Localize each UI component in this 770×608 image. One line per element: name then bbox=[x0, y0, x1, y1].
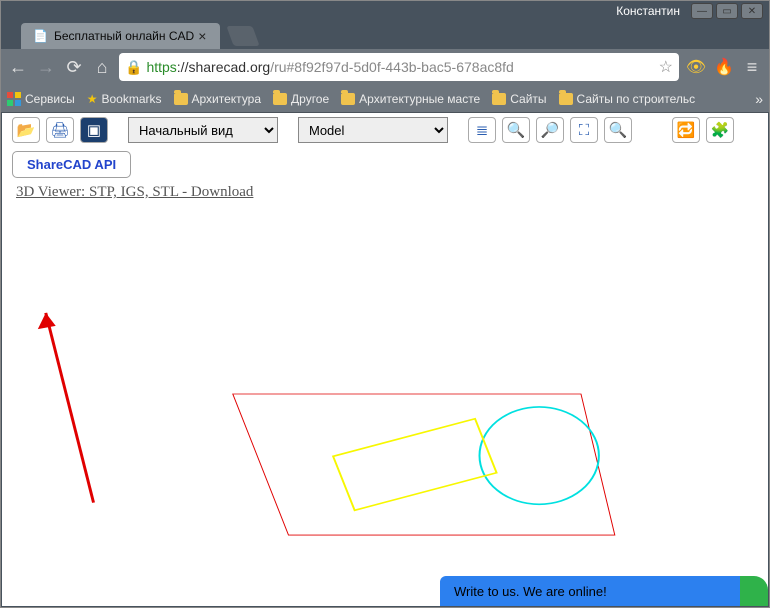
bookmark-label: Архитектура bbox=[192, 92, 262, 106]
view-select[interactable]: Начальный вид bbox=[128, 117, 278, 143]
shape-rectangle bbox=[333, 419, 496, 511]
tab-favicon: 📄 bbox=[33, 29, 48, 43]
cad-canvas[interactable] bbox=[2, 201, 768, 606]
bookmark-sites[interactable]: Сайты bbox=[492, 92, 546, 106]
printer-icon: 🖨 bbox=[50, 121, 69, 139]
bookmark-label: Сайты bbox=[510, 92, 546, 106]
bookmark-label: Архитектурные масте bbox=[359, 92, 480, 106]
page-content: 📂 🖨 ▣ Начальный вид Model ≣ 🔍 🔎 ⛶ 🔍 🔁 🧩 … bbox=[2, 113, 768, 606]
model-select[interactable]: Model bbox=[298, 117, 448, 143]
zoom-in-button[interactable]: 🔍 bbox=[502, 117, 530, 143]
url-path: /ru#8f92f97d-5d0f-443b-bac5-678ac8fd bbox=[270, 59, 514, 75]
embed-icon: 🧩 bbox=[711, 121, 730, 139]
chat-widget[interactable]: Write to us. We are online! bbox=[440, 576, 740, 606]
back-button[interactable]: ← bbox=[7, 56, 29, 78]
home-button[interactable]: ⌂ bbox=[91, 56, 113, 78]
os-titlebar: Константин — ▭ ✕ bbox=[1, 1, 769, 21]
sharecad-api-button[interactable]: ShareCAD API bbox=[12, 151, 131, 178]
minimize-button[interactable]: — bbox=[691, 3, 713, 19]
bookmarks-overflow-icon[interactable]: » bbox=[755, 91, 763, 107]
folder-icon bbox=[174, 93, 188, 105]
zoom-out-button[interactable]: 🔎 bbox=[536, 117, 564, 143]
bookmark-construction[interactable]: Сайты по строительс bbox=[559, 92, 696, 106]
folder-icon bbox=[492, 93, 506, 105]
bookmark-archmaster[interactable]: Архитектурные масте bbox=[341, 92, 480, 106]
bookmarks-bar: Сервисы ★ Bookmarks Архитектура Другое А… bbox=[1, 85, 769, 113]
annotation-arrow-head bbox=[38, 313, 56, 329]
open-file-button[interactable]: 📂 bbox=[12, 117, 40, 143]
share-icon: 🔁 bbox=[677, 121, 696, 139]
cad-toolbar: 📂 🖨 ▣ Начальный вид Model ≣ 🔍 🔎 ⛶ 🔍 🔁 🧩 bbox=[2, 113, 768, 147]
url-host: ://sharecad.org bbox=[177, 59, 270, 75]
browser-toolbar: ← → ⟳ ⌂ 🔒 https ://sharecad.org /ru#8f92… bbox=[1, 49, 769, 85]
chat-text: Write to us. We are online! bbox=[454, 584, 607, 599]
bookmark-label: Сайты по строительс bbox=[577, 92, 696, 106]
bookmark-label: Другое bbox=[291, 92, 329, 106]
maximize-button[interactable]: ▭ bbox=[716, 3, 738, 19]
shape-circle bbox=[480, 407, 599, 504]
zoom-region-button[interactable]: 🔍 bbox=[604, 117, 632, 143]
screen-icon: ▣ bbox=[87, 121, 101, 139]
fullscreen-button[interactable]: ▣ bbox=[80, 117, 108, 143]
fit-icon: ⛶ bbox=[579, 122, 590, 139]
print-button[interactable]: 🖨 bbox=[46, 117, 74, 143]
user-name: Константин bbox=[616, 4, 680, 18]
download-viewer-link[interactable]: 3D Viewer: STP, IGS, STL - Download bbox=[16, 184, 768, 201]
tab-strip: 📄 Бесплатный онлайн CAD × bbox=[1, 21, 769, 49]
bookmark-star-icon[interactable]: ☆ bbox=[659, 57, 673, 77]
zoom-region-icon: 🔍 bbox=[609, 121, 628, 139]
fit-button[interactable]: ⛶ bbox=[570, 117, 598, 143]
forward-button[interactable]: → bbox=[35, 56, 57, 78]
embed-button[interactable]: 🧩 bbox=[706, 117, 734, 143]
bookmark-apps[interactable]: Сервисы bbox=[7, 92, 75, 106]
browser-tab[interactable]: 📄 Бесплатный онлайн CAD × bbox=[21, 23, 220, 49]
folder-icon bbox=[341, 93, 355, 105]
bookmark-label: Сервисы bbox=[25, 92, 75, 106]
browser-menu-icon[interactable]: ≡ bbox=[741, 56, 763, 78]
ext-icon-2[interactable]: 🔥 bbox=[713, 56, 735, 78]
shape-parallelogram bbox=[233, 394, 615, 535]
apps-icon bbox=[7, 92, 21, 106]
share-button[interactable]: 🔁 bbox=[672, 117, 700, 143]
open-folder-icon: 📂 bbox=[17, 121, 36, 139]
bookmark-other[interactable]: Другое bbox=[273, 92, 329, 106]
zoom-out-icon: 🔎 bbox=[541, 121, 560, 139]
address-bar[interactable]: 🔒 https ://sharecad.org /ru#8f92f97d-5d0… bbox=[119, 53, 679, 81]
layers-icon: ≣ bbox=[476, 121, 489, 139]
bookmark-label: Bookmarks bbox=[101, 92, 161, 106]
annotation-arrow-line bbox=[46, 313, 94, 503]
bookmark-bookmarks[interactable]: ★ Bookmarks bbox=[87, 92, 162, 106]
reload-button[interactable]: ⟳ bbox=[63, 56, 85, 78]
lock-icon: 🔒 bbox=[125, 59, 142, 76]
chat-corner-icon[interactable] bbox=[740, 576, 768, 606]
star-icon: ★ bbox=[87, 92, 98, 106]
new-tab-button[interactable] bbox=[227, 26, 260, 46]
tab-close-icon[interactable]: × bbox=[194, 28, 210, 44]
layers-button[interactable]: ≣ bbox=[468, 117, 496, 143]
folder-icon bbox=[273, 93, 287, 105]
ext-icon-1[interactable]: 👁 bbox=[685, 56, 707, 78]
close-window-button[interactable]: ✕ bbox=[741, 3, 763, 19]
zoom-in-icon: 🔍 bbox=[507, 121, 526, 139]
url-scheme: https bbox=[146, 59, 176, 75]
folder-icon bbox=[559, 93, 573, 105]
tab-title: Бесплатный онлайн CAD bbox=[54, 29, 194, 43]
bookmark-arch[interactable]: Архитектура bbox=[174, 92, 262, 106]
